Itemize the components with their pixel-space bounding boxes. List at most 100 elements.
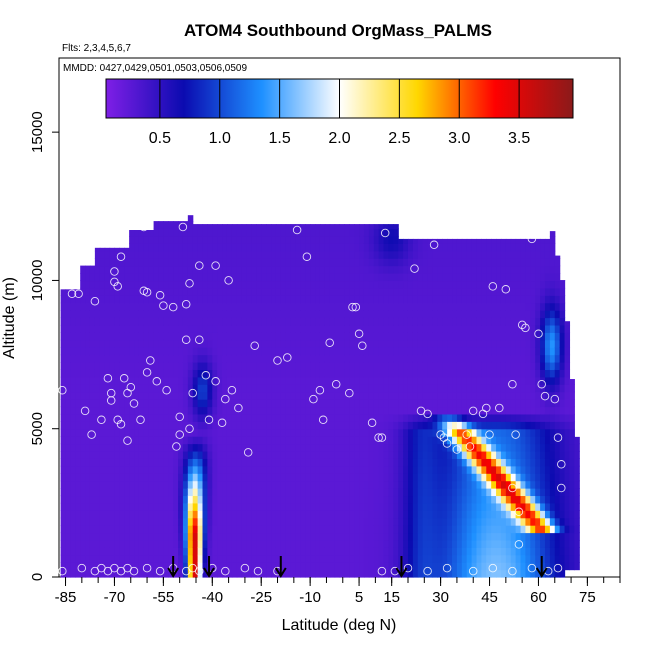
heatmap-cell xyxy=(354,273,360,282)
heatmap-cell xyxy=(403,428,409,437)
heatmap-cell xyxy=(266,317,272,326)
heatmap-cell xyxy=(554,428,561,437)
heatmap-cell xyxy=(388,391,394,400)
heatmap-cell xyxy=(432,243,438,252)
heatmap-cell xyxy=(197,361,204,370)
heatmap-cell xyxy=(89,517,96,526)
heatmap-cell xyxy=(173,532,179,541)
heatmap-cell xyxy=(452,361,458,370)
heatmap-cell xyxy=(481,361,487,370)
heatmap-cell xyxy=(466,287,473,296)
heatmap-cell xyxy=(359,502,365,511)
heatmap-cell xyxy=(124,247,130,252)
heatmap-cell xyxy=(359,510,365,519)
heatmap-cell xyxy=(310,280,316,289)
heatmap-cell xyxy=(344,369,350,378)
heatmap-cell xyxy=(407,473,414,482)
heatmap-cell xyxy=(373,436,380,445)
heatmap-cell xyxy=(383,450,390,459)
heatmap-cell xyxy=(251,324,257,333)
heatmap-cell xyxy=(138,547,145,556)
heatmap-cell xyxy=(319,413,326,422)
heatmap-cell xyxy=(212,443,218,452)
heatmap-cell xyxy=(359,569,365,578)
heatmap-cell xyxy=(505,510,512,519)
heatmap-cell xyxy=(359,428,365,437)
heatmap-cell xyxy=(124,369,130,378)
heatmap-cell xyxy=(437,458,443,467)
heatmap-cell xyxy=(383,258,390,267)
heatmap-cell xyxy=(339,562,345,571)
heatmap-cell xyxy=(295,369,301,378)
heatmap-cell xyxy=(491,317,497,326)
heatmap-cell xyxy=(368,510,375,519)
heatmap-cell xyxy=(412,502,419,511)
heatmap-cell xyxy=(515,238,522,244)
heatmap-cell xyxy=(432,539,438,548)
heatmap-cell xyxy=(398,391,404,400)
heatmap-cell xyxy=(569,547,575,556)
heatmap-cell xyxy=(241,324,248,333)
heatmap-cell xyxy=(461,413,468,422)
heatmap-cell xyxy=(104,317,111,326)
heatmap-cell xyxy=(280,562,287,571)
heatmap-cell xyxy=(559,517,566,526)
data-point xyxy=(175,412,184,422)
heatmap-cell xyxy=(80,339,86,348)
heatmap-cell xyxy=(217,406,223,415)
heatmap-cell xyxy=(476,324,482,333)
heatmap-cell xyxy=(226,510,233,519)
heatmap-cell xyxy=(447,258,453,267)
heatmap-cell xyxy=(75,517,81,526)
heatmap-cell xyxy=(437,317,443,326)
heatmap-cell xyxy=(354,465,360,474)
heatmap-cell xyxy=(349,554,355,563)
heatmap-cell xyxy=(388,361,394,370)
heatmap-cell xyxy=(305,428,311,437)
heatmap-cell xyxy=(368,488,375,497)
heatmap-cell xyxy=(383,339,390,348)
heatmap-cell xyxy=(187,517,194,526)
heatmap-cell xyxy=(549,450,556,459)
heatmap-cell xyxy=(324,302,331,311)
heatmap-cell xyxy=(368,287,375,296)
heatmap-cell xyxy=(388,562,394,571)
heatmap-cell xyxy=(94,465,101,474)
heatmap-cell xyxy=(515,369,522,378)
heatmap-cell xyxy=(153,547,160,556)
heatmap-cell xyxy=(178,510,184,519)
heatmap-cell xyxy=(540,347,546,356)
heatmap-cell xyxy=(261,273,267,282)
heatmap-cell xyxy=(261,391,267,400)
heatmap-cell xyxy=(178,339,184,348)
heatmap-cell xyxy=(476,295,482,304)
heatmap-cell xyxy=(290,532,297,541)
heatmap-cell xyxy=(158,554,164,563)
heatmap-cell xyxy=(378,473,385,482)
heatmap-cell xyxy=(329,399,336,408)
heatmap-cell xyxy=(85,473,91,482)
heatmap-cell xyxy=(520,376,527,385)
heatmap-cell xyxy=(398,258,404,267)
heatmap-cell xyxy=(266,473,272,482)
heatmap-cell xyxy=(505,347,512,356)
heatmap-cell xyxy=(554,332,561,341)
heatmap-cell xyxy=(388,224,394,230)
heatmap-cell xyxy=(310,243,316,252)
heatmap-cell xyxy=(182,525,189,534)
heatmap-cell xyxy=(496,399,502,408)
heatmap-cell xyxy=(241,339,248,348)
heatmap-cell xyxy=(143,361,150,370)
heatmap-cell xyxy=(280,384,287,393)
heatmap-cell xyxy=(275,443,282,452)
heatmap-cell xyxy=(65,332,72,341)
heatmap-cell xyxy=(104,428,111,437)
heatmap-cell xyxy=(187,554,194,563)
heatmap-cell xyxy=(168,539,174,548)
heatmap-cell xyxy=(290,428,297,437)
heatmap-cell xyxy=(94,376,101,385)
heatmap-cell xyxy=(329,539,336,548)
heatmap-cell xyxy=(373,310,380,319)
heatmap-cell xyxy=(310,547,316,556)
